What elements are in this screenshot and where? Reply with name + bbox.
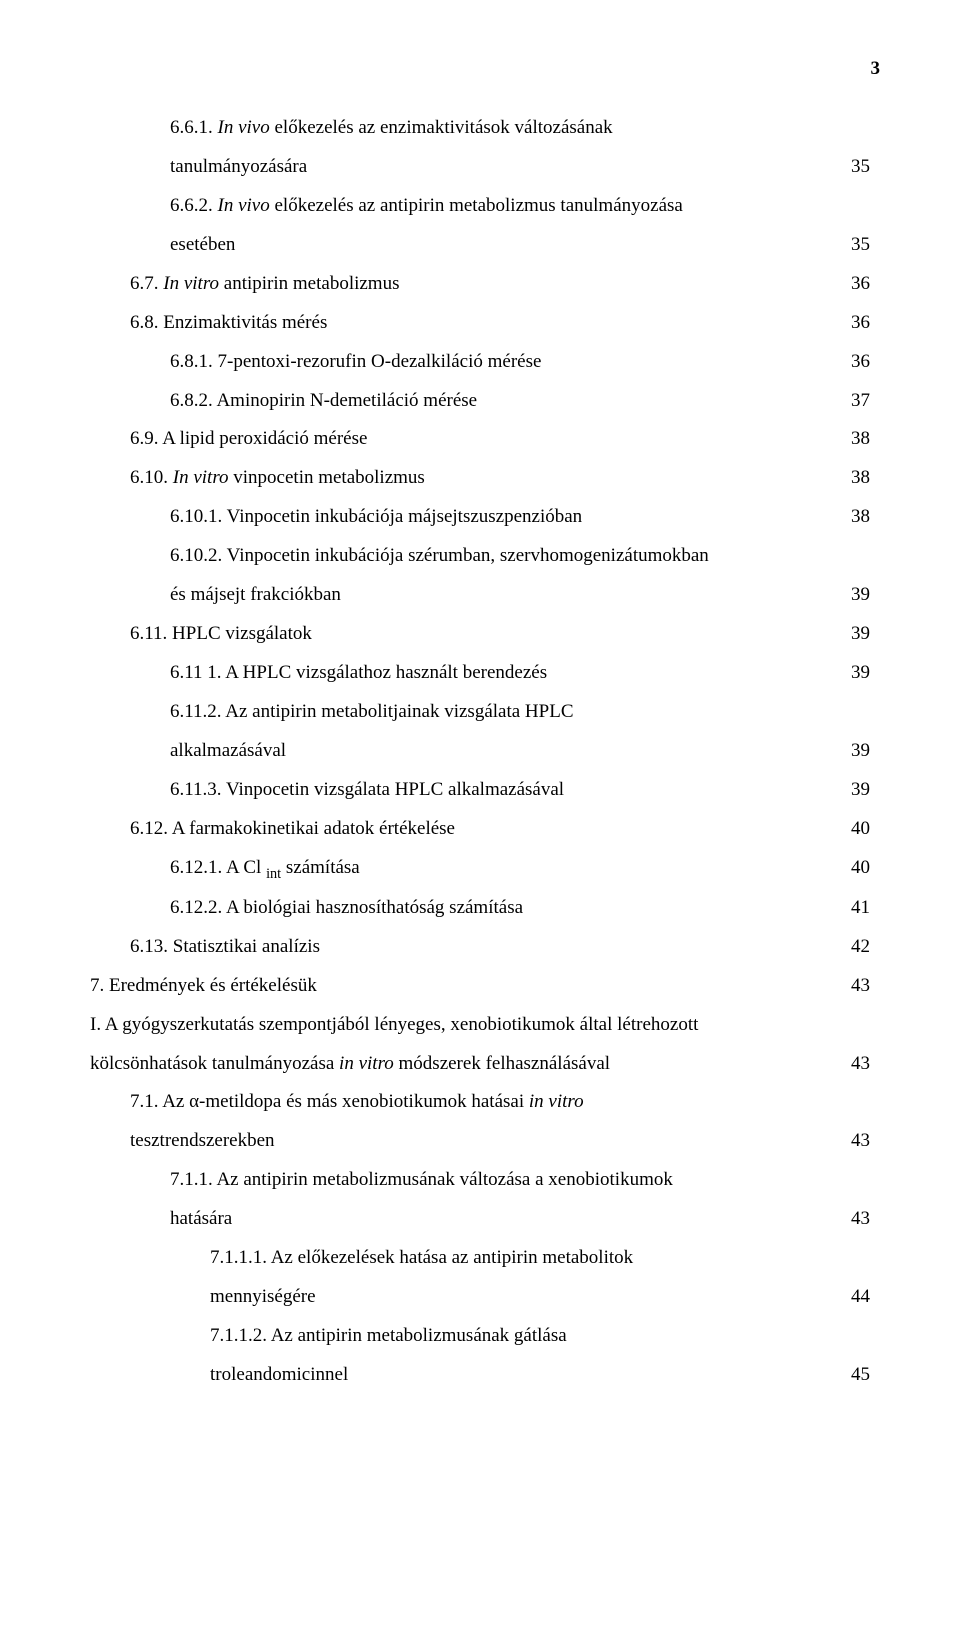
toc-entry: 6.10.1. Vinpocetin inkubációja májsejtsz… — [90, 498, 870, 537]
toc-text: 6.7. In vitro antipirin metabolizmus — [130, 265, 835, 304]
toc-text: troleandomicinnel — [210, 1356, 835, 1395]
toc-page-number: 43 — [835, 1122, 870, 1161]
toc-entry: 7.1. Az α-metildopa és más xenobiotikumo… — [90, 1083, 870, 1122]
toc-entry: 6.12.1. A Cl int számítása40 — [90, 849, 870, 889]
toc-text: 6.10.2. Vinpocetin inkubációja szérumban… — [170, 537, 870, 576]
toc-text: 6.11. HPLC vizsgálatok — [130, 615, 835, 654]
toc-text: mennyiségére — [210, 1278, 835, 1317]
toc-page-number: 36 — [835, 304, 870, 343]
toc-page-number: 39 — [835, 615, 870, 654]
toc-page-number: 44 — [835, 1278, 870, 1317]
toc-page-number: 43 — [835, 1200, 870, 1239]
toc-page-number: 37 — [835, 382, 870, 421]
toc-entry: 7.1.1.2. Az antipirin metabolizmusának g… — [90, 1317, 870, 1356]
toc-entry: 6.12.2. A biológiai hasznosíthatóság szá… — [90, 889, 870, 928]
toc-page-number: 35 — [835, 148, 870, 187]
toc-entry: 7.1.1. Az antipirin metabolizmusának vál… — [90, 1161, 870, 1200]
toc-text: alkalmazásával — [170, 732, 835, 771]
toc-entry: 6.11 1. A HPLC vizsgálathoz használt ber… — [90, 654, 870, 693]
toc-entry: 6.11.2. Az antipirin metabolitjainak viz… — [90, 693, 870, 732]
toc-entry: 6.7. In vitro antipirin metabolizmus36 — [90, 265, 870, 304]
toc-page-number: 45 — [835, 1356, 870, 1395]
toc-entry: 6.10. In vitro vinpocetin metabolizmus38 — [90, 459, 870, 498]
toc-entry: 6.11. HPLC vizsgálatok39 — [90, 615, 870, 654]
toc-entry: 7. Eredmények és értékelésük43 — [90, 967, 870, 1006]
toc-text: 6.6.1. In vivo előkezelés az enzimaktivi… — [170, 109, 870, 148]
toc-page-number: 36 — [835, 265, 870, 304]
toc-page-number: 38 — [835, 420, 870, 459]
toc-page-number: 42 — [835, 928, 870, 967]
toc-text: I. A gyógyszerkutatás szempontjából lény… — [90, 1006, 870, 1045]
toc-page-number: 41 — [835, 889, 870, 928]
toc-entry: 6.9. A lipid peroxidáció mérése38 — [90, 420, 870, 459]
toc-entry: alkalmazásával39 — [90, 732, 870, 771]
toc-text: 7.1.1. Az antipirin metabolizmusának vál… — [170, 1161, 870, 1200]
toc-page-number: 43 — [835, 967, 870, 1006]
toc-text: 6.9. A lipid peroxidáció mérése — [130, 420, 835, 459]
toc-entry: tanulmányozására35 — [90, 148, 870, 187]
toc-entry: kölcsönhatások tanulmányozása in vitro m… — [90, 1045, 870, 1084]
toc-text: 7. Eredmények és értékelésük — [90, 967, 835, 1006]
toc-entry: I. A gyógyszerkutatás szempontjából lény… — [90, 1006, 870, 1045]
toc-text: hatására — [170, 1200, 835, 1239]
toc-text: esetében — [170, 226, 835, 265]
toc-page-number: 38 — [835, 459, 870, 498]
toc-text: 6.10.1. Vinpocetin inkubációja májsejtsz… — [170, 498, 835, 537]
toc-page-number: 39 — [835, 732, 870, 771]
toc-entry: 6.6.1. In vivo előkezelés az enzimaktivi… — [90, 109, 870, 148]
toc-entry: 6.11.3. Vinpocetin vizsgálata HPLC alkal… — [90, 771, 870, 810]
toc-text: 6.8.1. 7-pentoxi-rezorufin O-dezalkiláci… — [170, 343, 835, 382]
toc-text: tesztrendszerekben — [130, 1122, 835, 1161]
toc-text: és májsejt frakciókban — [170, 576, 835, 615]
toc-entry: esetében35 — [90, 226, 870, 265]
toc-page-number: 39 — [835, 576, 870, 615]
toc-text: 6.12. A farmakokinetikai adatok értékelé… — [130, 810, 835, 849]
toc-page-number: 36 — [835, 343, 870, 382]
toc-text: 6.10. In vitro vinpocetin metabolizmus — [130, 459, 835, 498]
toc-entry: hatására43 — [90, 1200, 870, 1239]
toc-page-number: 40 — [835, 810, 870, 849]
toc-text: 7.1.1.1. Az előkezelések hatása az antip… — [210, 1239, 870, 1278]
toc-entry: troleandomicinnel45 — [90, 1356, 870, 1395]
toc-entry: 7.1.1.1. Az előkezelések hatása az antip… — [90, 1239, 870, 1278]
toc-page-number: 40 — [835, 849, 870, 888]
toc-entry: 6.8.1. 7-pentoxi-rezorufin O-dezalkiláci… — [90, 343, 870, 382]
toc-entry: tesztrendszerekben43 — [90, 1122, 870, 1161]
toc-entry: és májsejt frakciókban39 — [90, 576, 870, 615]
toc-text: 6.13. Statisztikai analízis — [130, 928, 835, 967]
toc-entry: 6.8.2. Aminopirin N-demetiláció mérése37 — [90, 382, 870, 421]
toc-page-number: 39 — [835, 771, 870, 810]
toc-text: kölcsönhatások tanulmányozása in vitro m… — [90, 1045, 835, 1084]
toc-text: 6.6.2. In vivo előkezelés az antipirin m… — [170, 187, 870, 226]
toc-text: 6.11.2. Az antipirin metabolitjainak viz… — [170, 693, 870, 732]
toc-page-number: 39 — [835, 654, 870, 693]
toc-page-number: 38 — [835, 498, 870, 537]
toc-text: 6.12.1. A Cl int számítása — [170, 849, 835, 889]
page-number: 3 — [90, 50, 880, 89]
toc-entry: 6.10.2. Vinpocetin inkubációja szérumban… — [90, 537, 870, 576]
toc-entry: 6.12. A farmakokinetikai adatok értékelé… — [90, 810, 870, 849]
toc-entry: 6.6.2. In vivo előkezelés az antipirin m… — [90, 187, 870, 226]
toc-text: 6.8. Enzimaktivitás mérés — [130, 304, 835, 343]
toc-text: tanulmányozására — [170, 148, 835, 187]
toc-text: 6.11.3. Vinpocetin vizsgálata HPLC alkal… — [170, 771, 835, 810]
toc-page-number: 35 — [835, 226, 870, 265]
toc-entry: 6.8. Enzimaktivitás mérés36 — [90, 304, 870, 343]
toc-page-number: 43 — [835, 1045, 870, 1084]
toc-entry: 6.13. Statisztikai analízis42 — [90, 928, 870, 967]
toc-text: 6.12.2. A biológiai hasznosíthatóság szá… — [170, 889, 835, 928]
toc-entry: mennyiségére44 — [90, 1278, 870, 1317]
toc-text: 6.8.2. Aminopirin N-demetiláció mérése — [170, 382, 835, 421]
toc-text: 7.1.1.2. Az antipirin metabolizmusának g… — [210, 1317, 870, 1356]
toc-text: 6.11 1. A HPLC vizsgálathoz használt ber… — [170, 654, 835, 693]
toc-text: 7.1. Az α-metildopa és más xenobiotikumo… — [130, 1083, 870, 1122]
table-of-contents: 6.6.1. In vivo előkezelés az enzimaktivi… — [90, 109, 870, 1395]
